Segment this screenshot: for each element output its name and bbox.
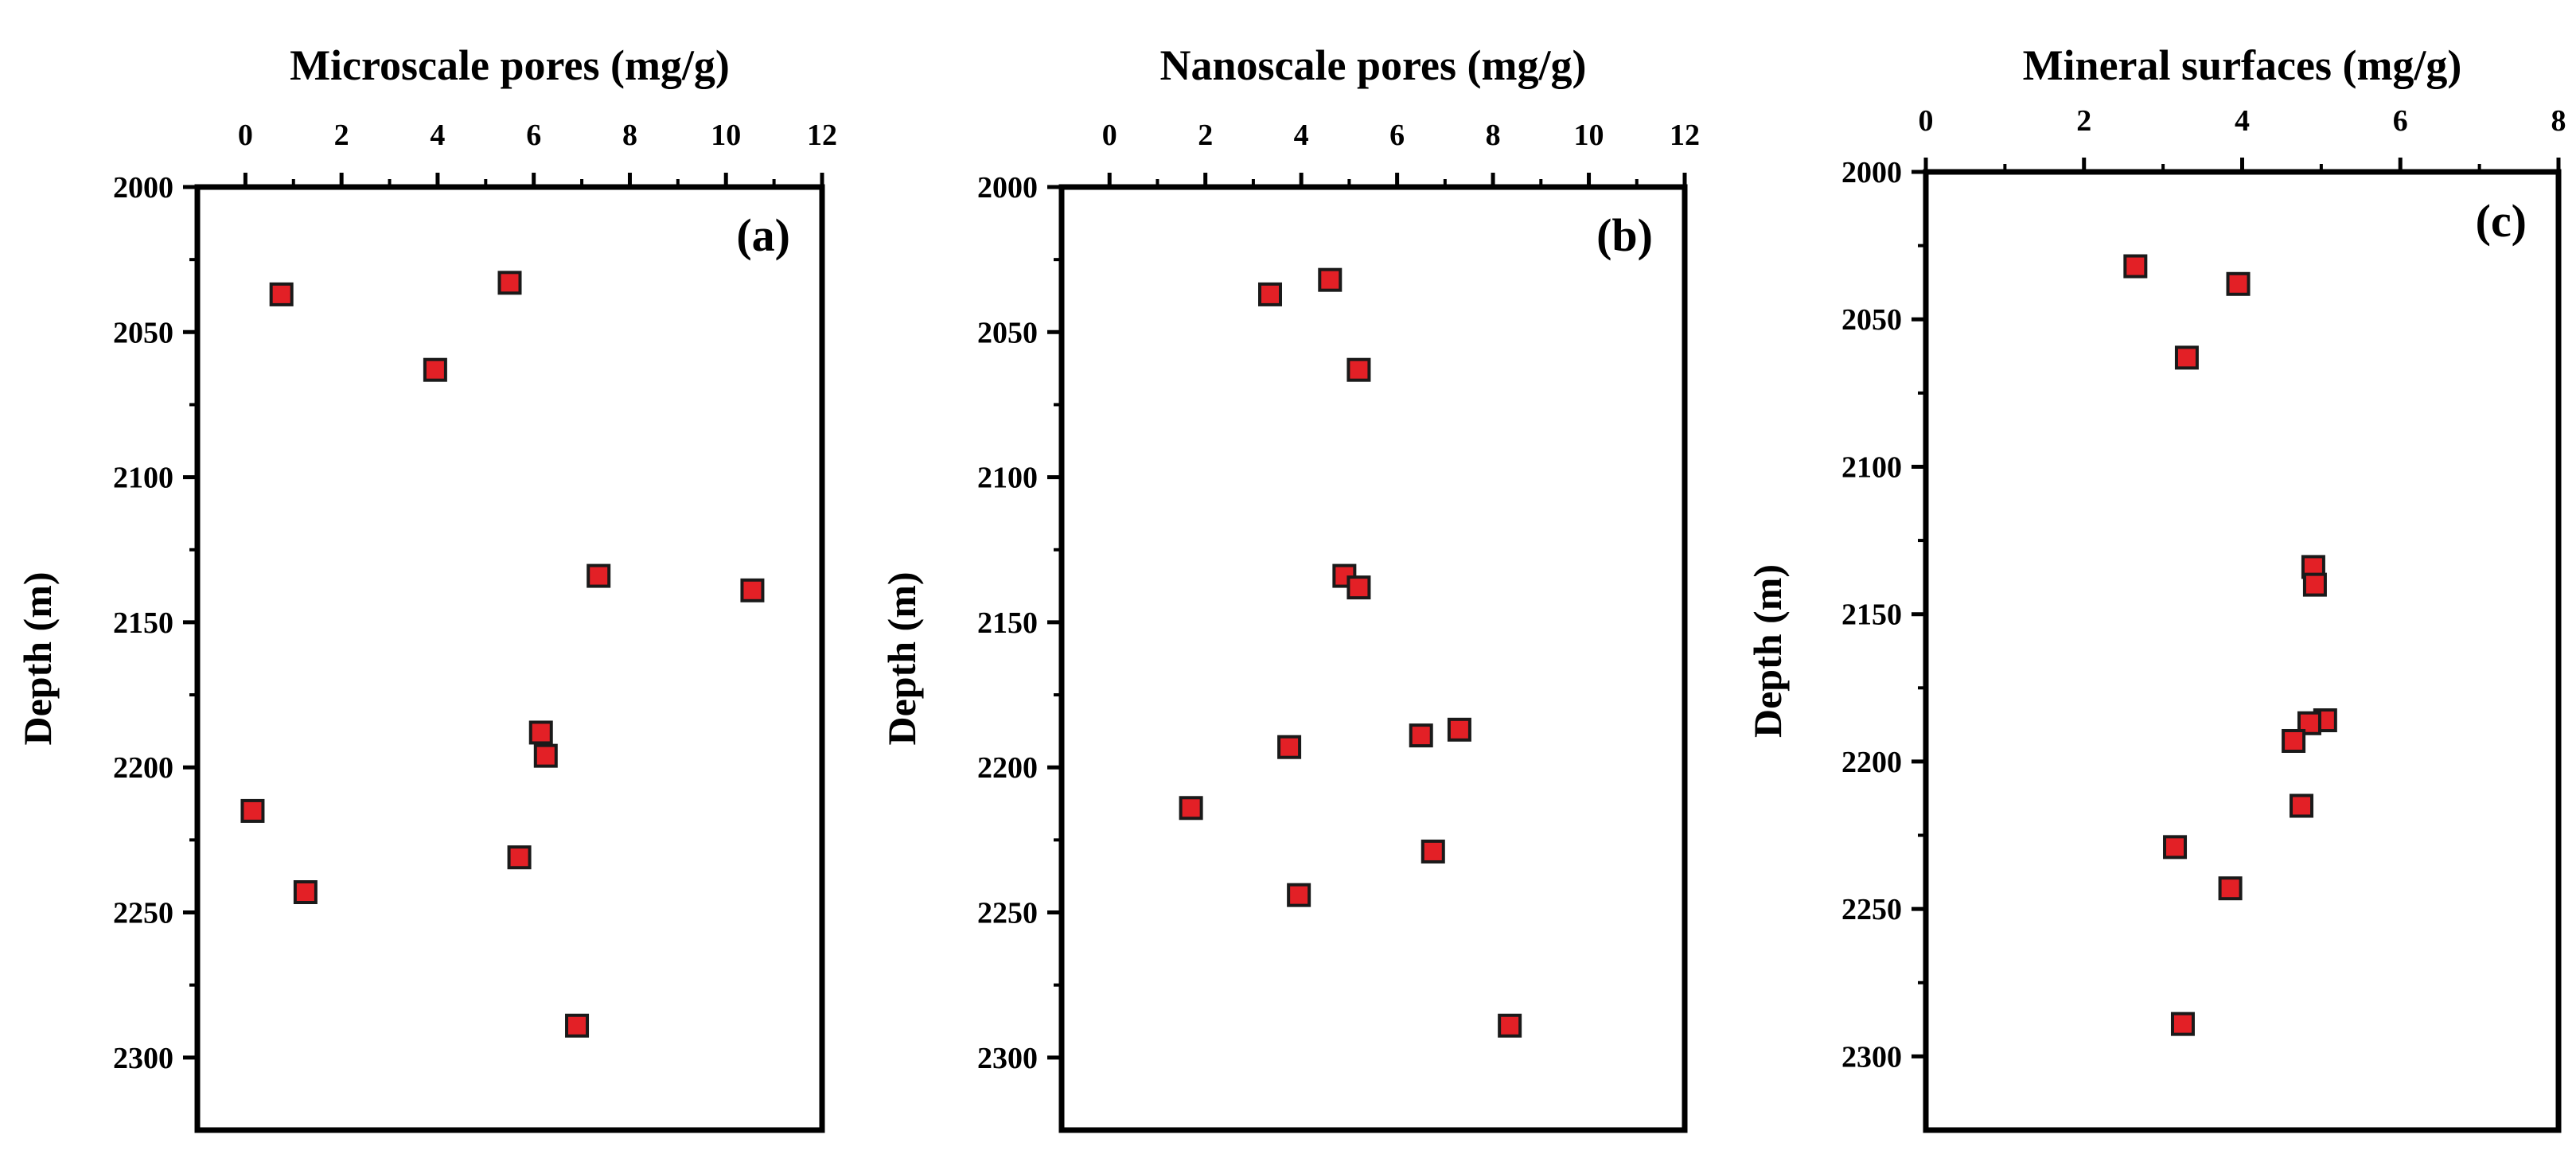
chart-title: Mineral surfaces (mg/g) bbox=[2023, 41, 2462, 89]
x-tick-label: 2 bbox=[334, 119, 349, 152]
y-axis-label: Depth (m) bbox=[15, 571, 60, 745]
data-point bbox=[1421, 839, 1445, 863]
data-point bbox=[1346, 357, 1371, 382]
data-point bbox=[533, 743, 558, 768]
x-tick-label: 10 bbox=[711, 119, 741, 152]
y-tick-label: 2250 bbox=[977, 897, 1038, 930]
data-point bbox=[2302, 572, 2327, 597]
y-tick-label: 2250 bbox=[113, 897, 173, 930]
x-tick-label: 8 bbox=[622, 119, 637, 152]
data-point bbox=[2123, 254, 2148, 279]
data-point bbox=[1318, 267, 1343, 292]
panel-label: (b) bbox=[1596, 209, 1653, 261]
data-point bbox=[2170, 1012, 2195, 1036]
data-point bbox=[1277, 735, 1302, 759]
y-tick-label: 2100 bbox=[977, 462, 1038, 495]
data-point bbox=[1409, 723, 1433, 748]
y-tick-label: 2100 bbox=[1841, 450, 1902, 484]
data-point bbox=[2218, 876, 2243, 901]
data-point bbox=[1346, 575, 1371, 600]
x-tick-label: 8 bbox=[1486, 119, 1501, 152]
x-tick-label: 4 bbox=[1294, 119, 1309, 152]
y-tick-label: 2300 bbox=[977, 1042, 1038, 1075]
data-point bbox=[1258, 282, 1283, 306]
x-tick-label: 0 bbox=[1102, 119, 1117, 152]
data-point bbox=[1179, 796, 1203, 821]
plot-frame bbox=[1058, 184, 1688, 1133]
x-tick-label: 10 bbox=[1574, 119, 1604, 152]
data-point bbox=[2282, 728, 2306, 753]
y-tick-label: 2300 bbox=[113, 1042, 173, 1075]
data-point bbox=[2297, 711, 2321, 735]
y-tick-label: 2250 bbox=[1841, 893, 1902, 926]
data-point bbox=[423, 357, 447, 382]
x-tick-label: 12 bbox=[1670, 119, 1700, 152]
x-tick-label: 8 bbox=[2551, 104, 2566, 138]
y-tick-label: 2050 bbox=[113, 316, 173, 349]
data-point bbox=[507, 845, 532, 870]
y-tick-label: 2200 bbox=[1841, 746, 1902, 779]
data-point bbox=[740, 578, 765, 602]
x-tick-label: 4 bbox=[2235, 104, 2250, 138]
y-tick-label: 2050 bbox=[1841, 303, 1902, 337]
data-point bbox=[2226, 271, 2251, 296]
data-point bbox=[1287, 883, 1311, 907]
chart-title: Microscale pores (mg/g) bbox=[290, 41, 730, 89]
data-point bbox=[2290, 793, 2314, 818]
chart-panel-2: Mineral surfaces (mg/g) (c) Depth (m) 0 2 4 6 8… bbox=[1745, 41, 2566, 1133]
y-tick-label: 2150 bbox=[113, 606, 173, 640]
y-tick-label: 2100 bbox=[113, 462, 173, 495]
panel-label: (c) bbox=[2476, 195, 2527, 247]
panel-label: (a) bbox=[736, 209, 790, 261]
chart-panel-1: Nanoscale pores (mg/g) (b) Depth (m) 0 2 4 6 8 1… bbox=[879, 41, 1700, 1133]
y-axis-label: Depth (m) bbox=[1745, 564, 1790, 738]
x-tick-label: 6 bbox=[526, 119, 541, 152]
x-tick-label: 2 bbox=[2076, 104, 2091, 138]
data-point bbox=[293, 880, 318, 905]
y-axis-label: Depth (m) bbox=[879, 571, 924, 745]
y-tick-label: 2150 bbox=[1841, 598, 1902, 632]
plot-frame bbox=[1923, 169, 2562, 1133]
data-point bbox=[269, 282, 294, 306]
y-tick-label: 2000 bbox=[977, 171, 1038, 205]
plot-frame bbox=[194, 184, 825, 1133]
y-tick-label: 2000 bbox=[113, 171, 173, 205]
x-tick-label: 0 bbox=[1919, 104, 1934, 138]
chart-title: Nanoscale pores (mg/g) bbox=[1160, 41, 1587, 89]
y-tick-label: 2000 bbox=[1841, 156, 1902, 189]
data-point bbox=[528, 720, 553, 745]
x-tick-label: 6 bbox=[1389, 119, 1405, 152]
y-tick-label: 2200 bbox=[113, 751, 173, 785]
x-tick-label: 12 bbox=[807, 119, 837, 152]
y-tick-label: 2150 bbox=[977, 606, 1038, 640]
data-point bbox=[497, 271, 522, 295]
x-tick-label: 2 bbox=[1198, 119, 1213, 152]
y-tick-label: 2200 bbox=[977, 751, 1038, 785]
y-tick-label: 2300 bbox=[1841, 1040, 1902, 1074]
data-point bbox=[2174, 345, 2199, 370]
x-tick-label: 0 bbox=[238, 119, 253, 152]
y-tick-label: 2050 bbox=[977, 316, 1038, 349]
data-point bbox=[587, 563, 611, 588]
data-point bbox=[2163, 835, 2188, 860]
data-point bbox=[1447, 717, 1471, 742]
data-point bbox=[240, 798, 265, 823]
chart-panel-0: Microscale pores (mg/g) (a) Depth (m) 0 2 4 6 8… bbox=[15, 41, 837, 1133]
data-point bbox=[565, 1013, 590, 1038]
data-point bbox=[1498, 1013, 1522, 1038]
x-tick-label: 4 bbox=[430, 119, 445, 152]
x-tick-label: 6 bbox=[2393, 104, 2408, 138]
